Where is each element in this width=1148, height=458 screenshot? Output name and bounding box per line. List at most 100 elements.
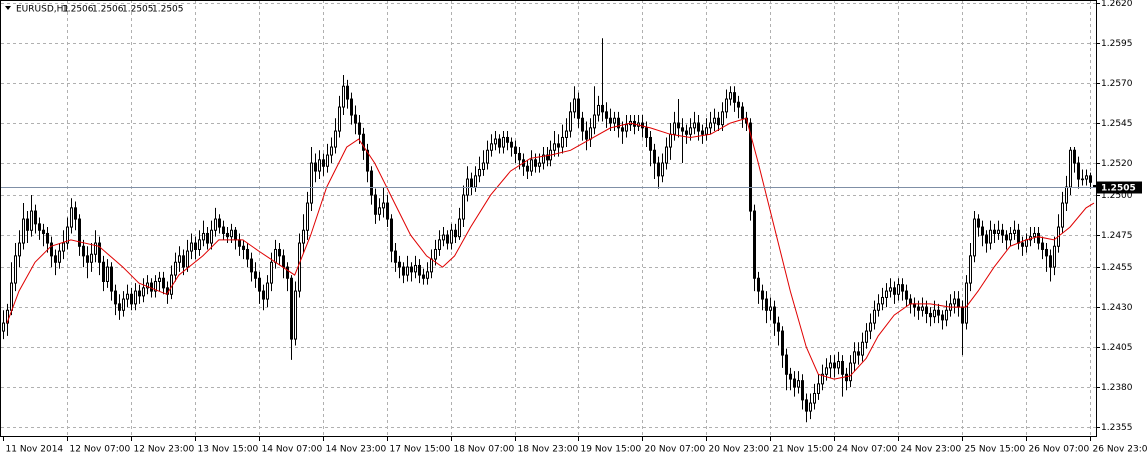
x-tick-label: 13 Nov 15:00: [198, 445, 259, 455]
candle-body: [162, 277, 165, 289]
x-tick-label: 14 Nov 07:00: [262, 445, 323, 455]
candle-body: [282, 255, 285, 268]
candle-body: [234, 229, 237, 241]
candle-body: [126, 293, 129, 300]
candle-body: [589, 127, 592, 140]
candle-body: [1025, 239, 1028, 247]
candle-body: [178, 255, 181, 263]
candle-body: [206, 232, 209, 244]
candle-body: [577, 98, 580, 119]
x-tick-label: 18 Nov 23:00: [518, 445, 579, 455]
candle-body: [38, 223, 41, 231]
candle-body: [182, 255, 185, 268]
candle-body: [609, 117, 612, 124]
candle-body: [250, 258, 253, 273]
candle-body: [673, 122, 676, 135]
candle-body: [881, 296, 884, 305]
candle-body: [538, 162, 541, 167]
candle-body: [494, 138, 497, 145]
candle-body: [1001, 229, 1004, 236]
x-tick-label: 18 Nov 07:00: [454, 445, 515, 455]
candle-body: [26, 218, 29, 231]
candle-body: [873, 309, 876, 324]
candle-body: [765, 298, 768, 311]
candle-body: [346, 85, 349, 100]
candle-body: [925, 306, 928, 314]
candle-body: [693, 122, 696, 129]
candle-body: [242, 245, 245, 250]
candle-body: [230, 229, 233, 238]
candle-body: [961, 306, 964, 324]
candle-body: [725, 98, 728, 113]
candle-body: [34, 210, 37, 225]
candle-body: [158, 277, 161, 282]
candle-body: [829, 362, 832, 369]
candle-body: [553, 143, 556, 151]
candle-body: [122, 298, 125, 311]
y-tick-label: 1.2500: [1101, 191, 1133, 201]
candle-body: [422, 274, 425, 279]
price-label: 1.2505: [1101, 184, 1136, 194]
candle-body: [593, 114, 596, 129]
candle-body: [414, 264, 417, 273]
candle-body: [721, 111, 724, 126]
candle-body: [937, 309, 940, 316]
candle-body: [929, 312, 932, 318]
candle-body: [809, 402, 812, 412]
candle-body: [62, 242, 65, 252]
candle-body: [330, 146, 333, 156]
candle-body: [597, 104, 600, 116]
x-tick-label: 20 Nov 23:00: [709, 445, 770, 455]
candle-body: [805, 399, 808, 412]
candle-body: [657, 162, 660, 177]
candle-body: [837, 360, 840, 369]
candle-body: [773, 306, 776, 324]
candle-body: [102, 261, 105, 282]
candle-body: [1045, 248, 1048, 257]
x-tick-label: 19 Nov 15:00: [581, 445, 642, 455]
candle-body: [1005, 234, 1008, 241]
y-tick-label: 1.2355: [1101, 423, 1133, 433]
candle-body: [749, 122, 752, 212]
candle-body: [218, 218, 221, 228]
candle-body: [989, 229, 992, 244]
candle-body: [506, 136, 509, 143]
candle-body: [374, 194, 377, 215]
candle-body: [865, 330, 868, 343]
candle-body: [685, 130, 688, 135]
y-tick-label: 1.2595: [1101, 39, 1133, 49]
candle-body: [701, 130, 704, 135]
candle-body: [146, 282, 149, 289]
candle-body: [394, 250, 397, 263]
candle-body: [362, 133, 365, 151]
candle-body: [901, 284, 904, 292]
x-tick-label: 12 Nov 07:00: [70, 445, 131, 455]
candle-body: [729, 92, 732, 100]
candle-body: [621, 127, 624, 132]
candle-body: [342, 85, 345, 108]
candle-body: [941, 314, 944, 321]
candle-body: [198, 239, 201, 250]
candle-body: [442, 234, 445, 241]
candle-body: [350, 98, 353, 116]
candle-body: [322, 159, 325, 167]
candle-body: [410, 266, 413, 273]
candle-body: [869, 322, 872, 332]
candle-body: [186, 250, 189, 268]
candle-body: [793, 378, 796, 388]
candle-body: [74, 207, 77, 220]
menu-arrow[interactable]: [5, 6, 11, 10]
candle-body: [789, 373, 792, 380]
y-tick-label: 1.2520: [1101, 159, 1133, 169]
candle-body: [933, 309, 936, 318]
candle-body: [993, 229, 996, 234]
candle-body: [354, 114, 357, 124]
candle-body: [601, 104, 604, 113]
candle-body: [14, 255, 17, 284]
candle-body: [22, 218, 25, 244]
candle-body: [486, 149, 489, 164]
candle-body: [1077, 162, 1080, 180]
candle-body: [565, 130, 568, 138]
candle-body: [86, 255, 89, 263]
